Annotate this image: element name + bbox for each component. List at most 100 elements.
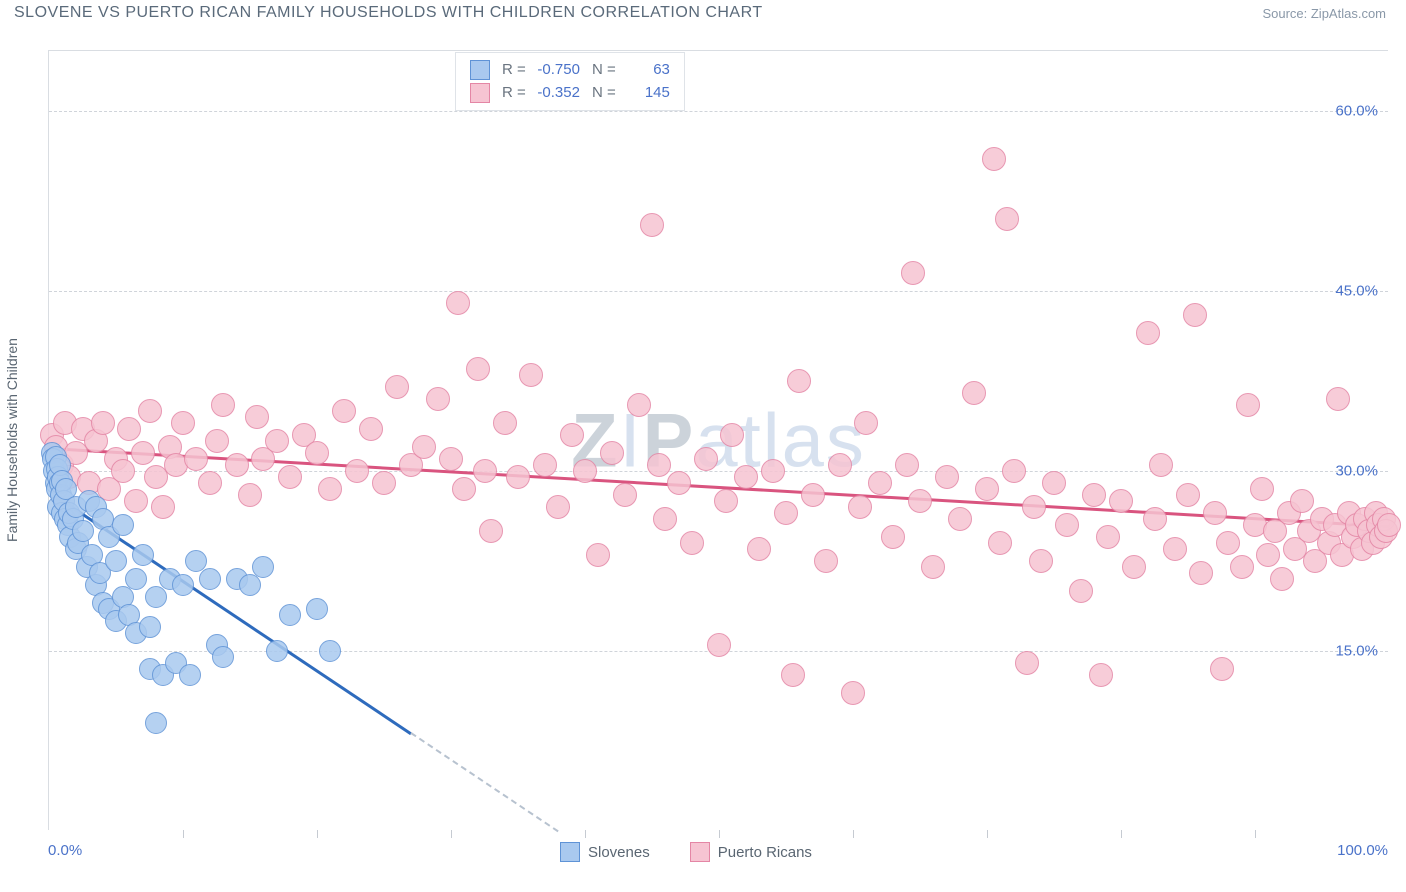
data-point bbox=[908, 489, 932, 513]
data-point bbox=[1163, 537, 1187, 561]
data-point bbox=[613, 483, 637, 507]
data-point bbox=[895, 453, 919, 477]
data-point bbox=[1143, 507, 1167, 531]
x-tick bbox=[585, 830, 586, 838]
y-axis-title: Family Households with Children bbox=[4, 338, 20, 542]
data-point bbox=[145, 712, 167, 734]
legend-label-slovenes: Slovenes bbox=[588, 844, 650, 861]
data-point bbox=[694, 447, 718, 471]
data-point bbox=[1082, 483, 1106, 507]
data-point bbox=[306, 598, 328, 620]
data-point bbox=[647, 453, 671, 477]
data-point bbox=[506, 465, 530, 489]
data-point bbox=[1230, 555, 1254, 579]
data-point bbox=[1176, 483, 1200, 507]
data-point bbox=[948, 507, 972, 531]
data-point bbox=[982, 147, 1006, 171]
data-point bbox=[184, 447, 208, 471]
regression-line-extrapolated bbox=[410, 733, 559, 833]
y-tick-label: 30.0% bbox=[1335, 463, 1378, 480]
data-point bbox=[1109, 489, 1133, 513]
data-point bbox=[332, 399, 356, 423]
data-point bbox=[1096, 525, 1120, 549]
y-tick-label: 45.0% bbox=[1335, 283, 1378, 300]
data-point bbox=[1022, 495, 1046, 519]
data-point bbox=[319, 640, 341, 662]
x-tick bbox=[719, 830, 720, 838]
data-point bbox=[466, 357, 490, 381]
data-point bbox=[774, 501, 798, 525]
data-point bbox=[1015, 651, 1039, 675]
data-point bbox=[1002, 459, 1026, 483]
data-point bbox=[278, 465, 302, 489]
swatch-puertoricans bbox=[470, 83, 490, 103]
data-point bbox=[245, 405, 269, 429]
data-point bbox=[935, 465, 959, 489]
source-attribution: Source: ZipAtlas.com bbox=[1262, 6, 1386, 21]
data-point bbox=[640, 213, 664, 237]
data-point bbox=[372, 471, 396, 495]
data-point bbox=[145, 586, 167, 608]
data-point bbox=[533, 453, 557, 477]
data-point bbox=[305, 441, 329, 465]
data-point bbox=[439, 447, 463, 471]
gridline bbox=[49, 111, 1388, 112]
x-tick bbox=[1121, 830, 1122, 838]
data-point bbox=[814, 549, 838, 573]
x-max-label: 100.0% bbox=[1337, 842, 1388, 859]
data-point bbox=[138, 399, 162, 423]
data-point bbox=[1377, 513, 1401, 537]
series-legend: Slovenes Puerto Ricans bbox=[560, 842, 812, 862]
data-point bbox=[446, 291, 470, 315]
x-tick bbox=[853, 830, 854, 838]
data-point bbox=[1236, 393, 1260, 417]
legend-label-puertoricans: Puerto Ricans bbox=[718, 844, 812, 861]
data-point bbox=[318, 477, 342, 501]
data-point bbox=[151, 495, 175, 519]
data-point bbox=[1210, 657, 1234, 681]
data-point bbox=[132, 544, 154, 566]
data-point bbox=[1290, 489, 1314, 513]
legend-swatch-slovenes bbox=[560, 842, 580, 862]
legend-item-slovenes: Slovenes bbox=[560, 842, 650, 862]
data-point bbox=[1189, 561, 1213, 585]
gridline bbox=[49, 471, 1388, 472]
data-point bbox=[881, 525, 905, 549]
data-point bbox=[1122, 555, 1146, 579]
data-point bbox=[125, 568, 147, 590]
data-point bbox=[667, 471, 691, 495]
data-point bbox=[975, 477, 999, 501]
data-point bbox=[1029, 549, 1053, 573]
data-point bbox=[91, 411, 115, 435]
data-point bbox=[479, 519, 503, 543]
data-point bbox=[473, 459, 497, 483]
data-point bbox=[493, 411, 517, 435]
data-point bbox=[1203, 501, 1227, 525]
data-point bbox=[714, 489, 738, 513]
data-point bbox=[239, 574, 261, 596]
data-point bbox=[265, 429, 289, 453]
data-point bbox=[279, 604, 301, 626]
data-point bbox=[212, 646, 234, 668]
data-point bbox=[720, 423, 744, 447]
data-point bbox=[627, 393, 651, 417]
data-point bbox=[359, 417, 383, 441]
data-point bbox=[111, 459, 135, 483]
data-point bbox=[198, 471, 222, 495]
data-point bbox=[1149, 453, 1173, 477]
data-point bbox=[1183, 303, 1207, 327]
stats-row-slovenes: R = -0.750 N = 63 bbox=[470, 59, 670, 82]
data-point bbox=[848, 495, 872, 519]
data-point bbox=[117, 417, 141, 441]
swatch-slovenes bbox=[470, 60, 490, 80]
title-bar: SLOVENE VS PUERTO RICAN FAMILY HOUSEHOLD… bbox=[0, 0, 1406, 26]
data-point bbox=[546, 495, 570, 519]
data-point bbox=[205, 429, 229, 453]
stats-row-puertoricans: R = -0.352 N = 145 bbox=[470, 82, 670, 105]
data-point bbox=[573, 459, 597, 483]
data-point bbox=[412, 435, 436, 459]
data-point bbox=[179, 664, 201, 686]
correlation-stats-legend: R = -0.750 N = 63 R = -0.352 N = 145 bbox=[455, 52, 685, 111]
data-point bbox=[172, 574, 194, 596]
data-point bbox=[995, 207, 1019, 231]
